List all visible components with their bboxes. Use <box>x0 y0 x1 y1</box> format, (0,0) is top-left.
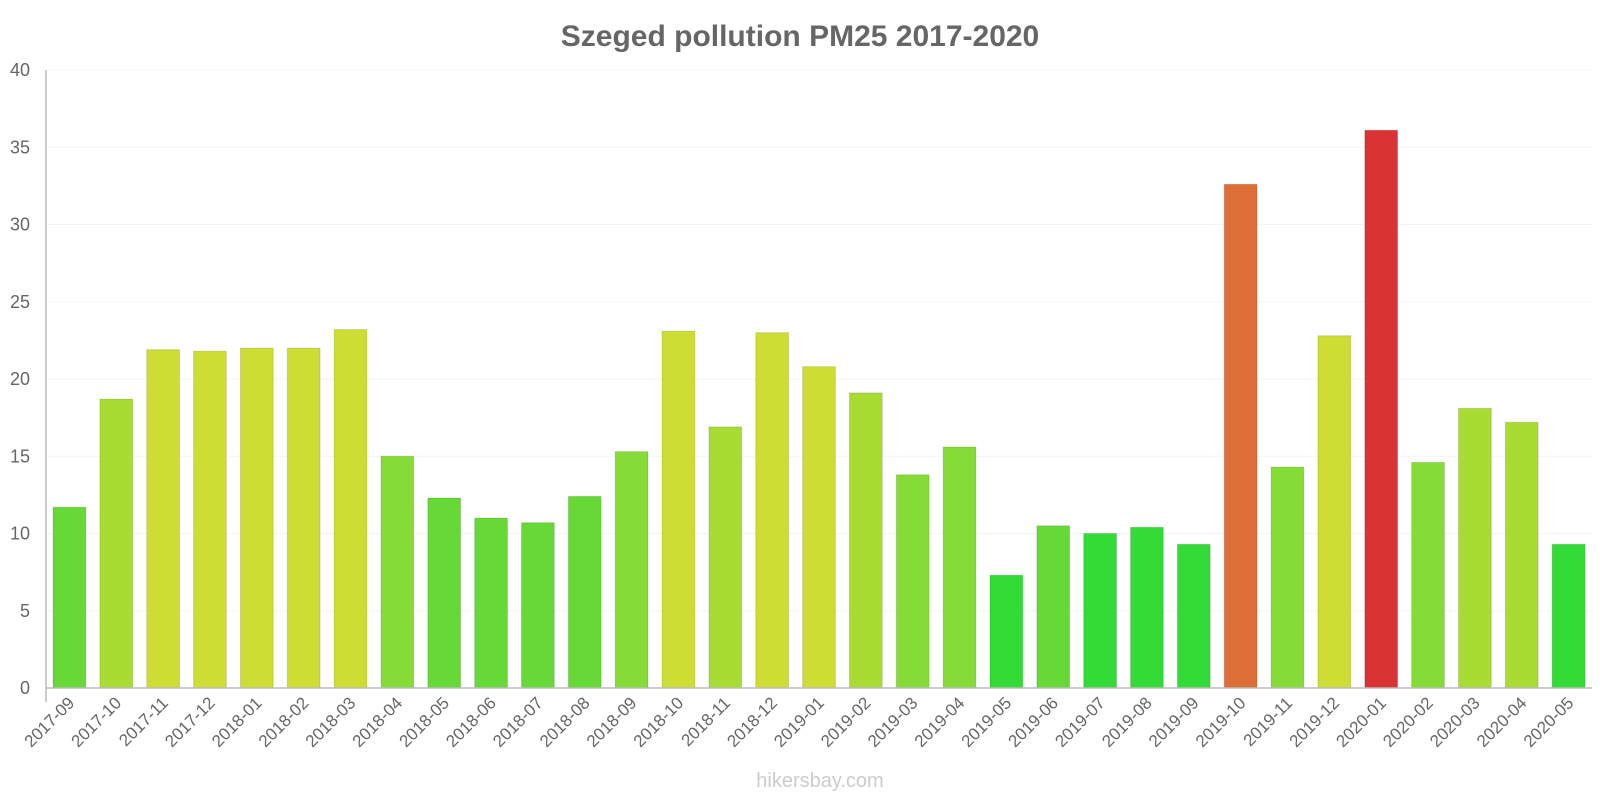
bar-2017-09 <box>52 506 87 689</box>
x-tick-label: 2020-03 <box>1426 693 1484 751</box>
bar-2018-06 <box>474 517 508 689</box>
x-tick-label: 2019-06 <box>1005 693 1063 751</box>
x-tick-label: 2020-04 <box>1473 693 1531 751</box>
x-tick-label: 2018-02 <box>255 693 313 751</box>
x-tick-label: 2018-10 <box>630 693 688 751</box>
x-tick-label: 2017-11 <box>115 693 172 750</box>
x-tick-label: 2019-01 <box>770 693 828 751</box>
y-tick-label: 40 <box>10 60 30 80</box>
x-tick-label: 2018-09 <box>583 693 641 751</box>
bar-2019-04 <box>942 446 977 689</box>
bar-2018-07 <box>521 522 555 689</box>
x-tick-label: 2020-02 <box>1379 693 1437 751</box>
y-tick-label: 35 <box>10 137 30 157</box>
y-tick-label: 5 <box>20 601 30 621</box>
bar-2017-12 <box>193 350 227 689</box>
bar-2017-11 <box>146 349 181 689</box>
bar-2018-02 <box>286 347 321 689</box>
bar-2020-05 <box>1551 543 1586 689</box>
x-tick-label: 2019-11 <box>1240 693 1297 750</box>
y-tick-label: 25 <box>10 292 30 312</box>
x-tick-label: 2019-12 <box>1286 693 1344 751</box>
y-tick-label: 0 <box>20 678 30 698</box>
y-axis-ticks: 0 5 10 15 20 25 30 35 40 <box>10 60 30 698</box>
x-tick-label: 2017-10 <box>68 693 126 751</box>
x-tick-label: 2018-01 <box>208 693 266 751</box>
axes <box>45 70 1592 702</box>
x-tick-label: 2019-02 <box>817 693 875 751</box>
bar-2018-11 <box>708 426 743 689</box>
bar-2018-12 <box>755 332 790 689</box>
bar-2019-06 <box>1036 525 1071 689</box>
credit-watermark: hikersbay.com <box>756 770 883 792</box>
bar-2018-04 <box>380 455 415 689</box>
y-tick-label: 15 <box>10 446 30 466</box>
x-tick-label: 2018-07 <box>489 693 547 751</box>
bar-2020-04 <box>1504 421 1539 689</box>
y-tick-label: 30 <box>10 215 30 235</box>
x-tick-label: 2018-06 <box>442 693 500 751</box>
x-tick-label: 2019-05 <box>958 693 1016 751</box>
bar-2018-09 <box>614 451 649 689</box>
x-tick-label: 2018-03 <box>302 693 360 751</box>
chart-title: Szeged pollution PM25 2017-2020 <box>561 20 1040 53</box>
bar-2020-03 <box>1457 407 1492 689</box>
y-tick-label: 10 <box>10 524 30 544</box>
y-tick-label: 20 <box>10 369 30 389</box>
bar-2018-10 <box>661 330 696 689</box>
x-tick-label: 2018-05 <box>395 693 453 751</box>
bar-2019-11 <box>1270 466 1305 689</box>
bar-2019-05 <box>989 574 1024 689</box>
bar-2018-05 <box>427 497 462 689</box>
bar-2019-09 <box>1176 543 1211 689</box>
x-tick-label: 2020-01 <box>1332 693 1390 751</box>
x-tick-label: 2018-11 <box>677 693 734 750</box>
bar-2019-08 <box>1130 526 1164 689</box>
bar-2019-12 <box>1317 335 1352 689</box>
bar-2018-08 <box>567 495 602 689</box>
bar-2019-02 <box>848 392 883 689</box>
x-tick-label: 2018-04 <box>349 693 407 751</box>
bar-2020-02 <box>1411 461 1445 689</box>
bar-2020-01 <box>1364 129 1399 689</box>
bar-2017-10 <box>99 398 134 689</box>
x-tick-label: 2018-12 <box>723 693 781 751</box>
x-tick-label: 2019-04 <box>911 693 969 751</box>
bar-2018-03 <box>333 329 368 689</box>
x-tick-label: 2017-09 <box>21 693 79 751</box>
x-tick-label: 2019-08 <box>1098 693 1156 751</box>
x-tick-label: 2018-08 <box>536 693 594 751</box>
bars <box>52 129 1586 689</box>
x-axis-ticks: 2017-092017-102017-112017-122018-012018-… <box>21 693 1578 751</box>
x-tick-label: 2019-03 <box>864 693 922 751</box>
x-tick-label: 2019-07 <box>1051 693 1109 751</box>
bar-2019-01 <box>802 366 836 689</box>
bar-2018-01 <box>239 347 274 689</box>
x-tick-label: 2019-10 <box>1192 693 1250 751</box>
bar-2019-03 <box>895 474 930 689</box>
x-tick-label: 2019-09 <box>1145 693 1203 751</box>
x-tick-label: 2017-12 <box>161 693 219 751</box>
x-tick-label: 2020-05 <box>1520 693 1578 751</box>
bar-2019-07 <box>1083 533 1117 689</box>
bar-2019-10 <box>1223 183 1258 689</box>
